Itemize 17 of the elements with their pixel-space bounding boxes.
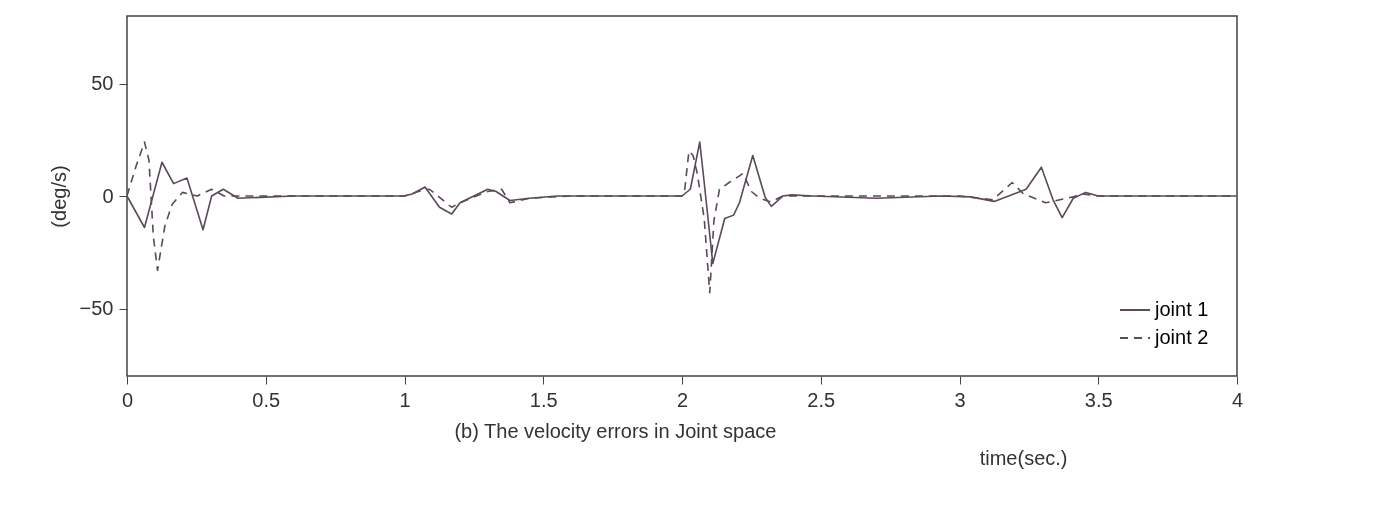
legend-label: joint 2: [1154, 326, 1209, 348]
x-tick-label: 1: [399, 388, 411, 411]
x-tick-label: 3.5: [1084, 388, 1113, 411]
y-tick-label: −50: [79, 297, 114, 319]
x-tick-label: 3: [954, 388, 966, 411]
x-tick-label: 2: [676, 388, 689, 411]
x-tick-label: 0.5: [252, 388, 281, 411]
y-tick-label: 50: [91, 72, 114, 94]
x-axis-title: time(sec.): [979, 446, 1068, 469]
x-tick-label: 0: [121, 388, 134, 411]
x-tick-label: 1.5: [529, 388, 558, 411]
y-axis-title: (deg/s): [47, 165, 70, 228]
y-tick-label: 0: [102, 184, 114, 207]
text: (b) The velocity errors in Joint space: [454, 420, 777, 442]
x-tick-label: 4: [1231, 388, 1244, 411]
x-tick-label: 2.5: [807, 388, 836, 411]
legend-label: joint 1: [1154, 298, 1209, 320]
